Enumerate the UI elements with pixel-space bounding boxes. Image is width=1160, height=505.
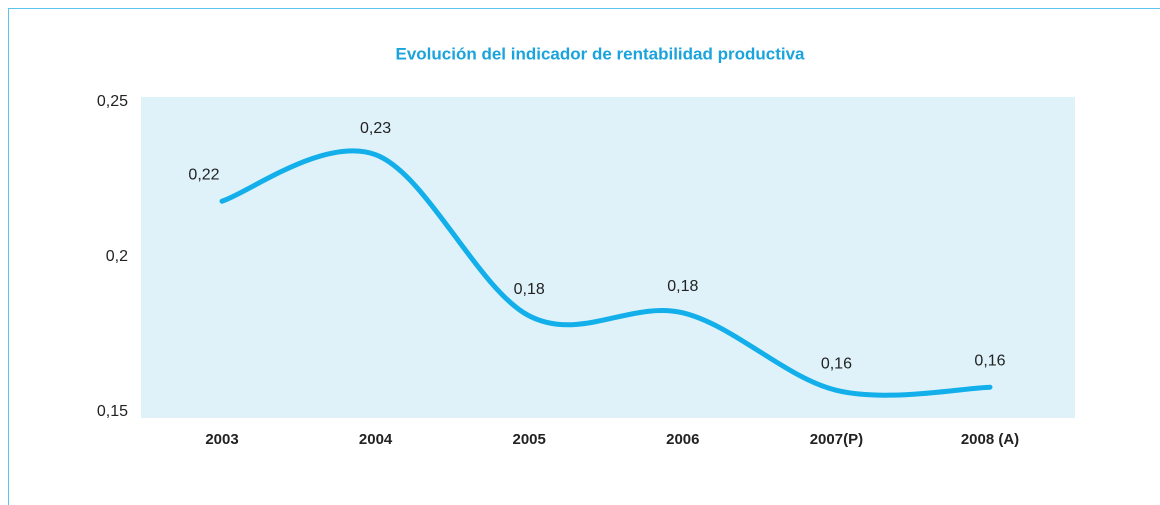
x-tick-label: 2005 (513, 431, 546, 448)
x-tick-label: 2008 (A) (961, 431, 1019, 448)
chart-title: Evolución del indicador de rentabilidad … (395, 44, 805, 63)
y-tick-label: 0,2 (106, 248, 128, 265)
y-tick-label: 0,25 (97, 93, 128, 110)
y-tick-label: 0,15 (97, 403, 128, 420)
line (219, 148, 993, 398)
x-tick-label: 2007(P) (810, 431, 863, 448)
data-label: 0,16 (974, 352, 1005, 369)
data-label: 0,18 (667, 278, 698, 295)
data-label: 0,22 (188, 166, 219, 183)
data-label: 0,23 (360, 120, 391, 137)
x-tick-label: 2004 (359, 431, 393, 448)
x-tick-label: 2003 (205, 431, 238, 448)
data-label: 0,18 (514, 281, 545, 298)
data-label: 0,16 (821, 356, 852, 373)
plot-area (141, 97, 1075, 418)
x-tick-label: 2006 (666, 431, 699, 448)
